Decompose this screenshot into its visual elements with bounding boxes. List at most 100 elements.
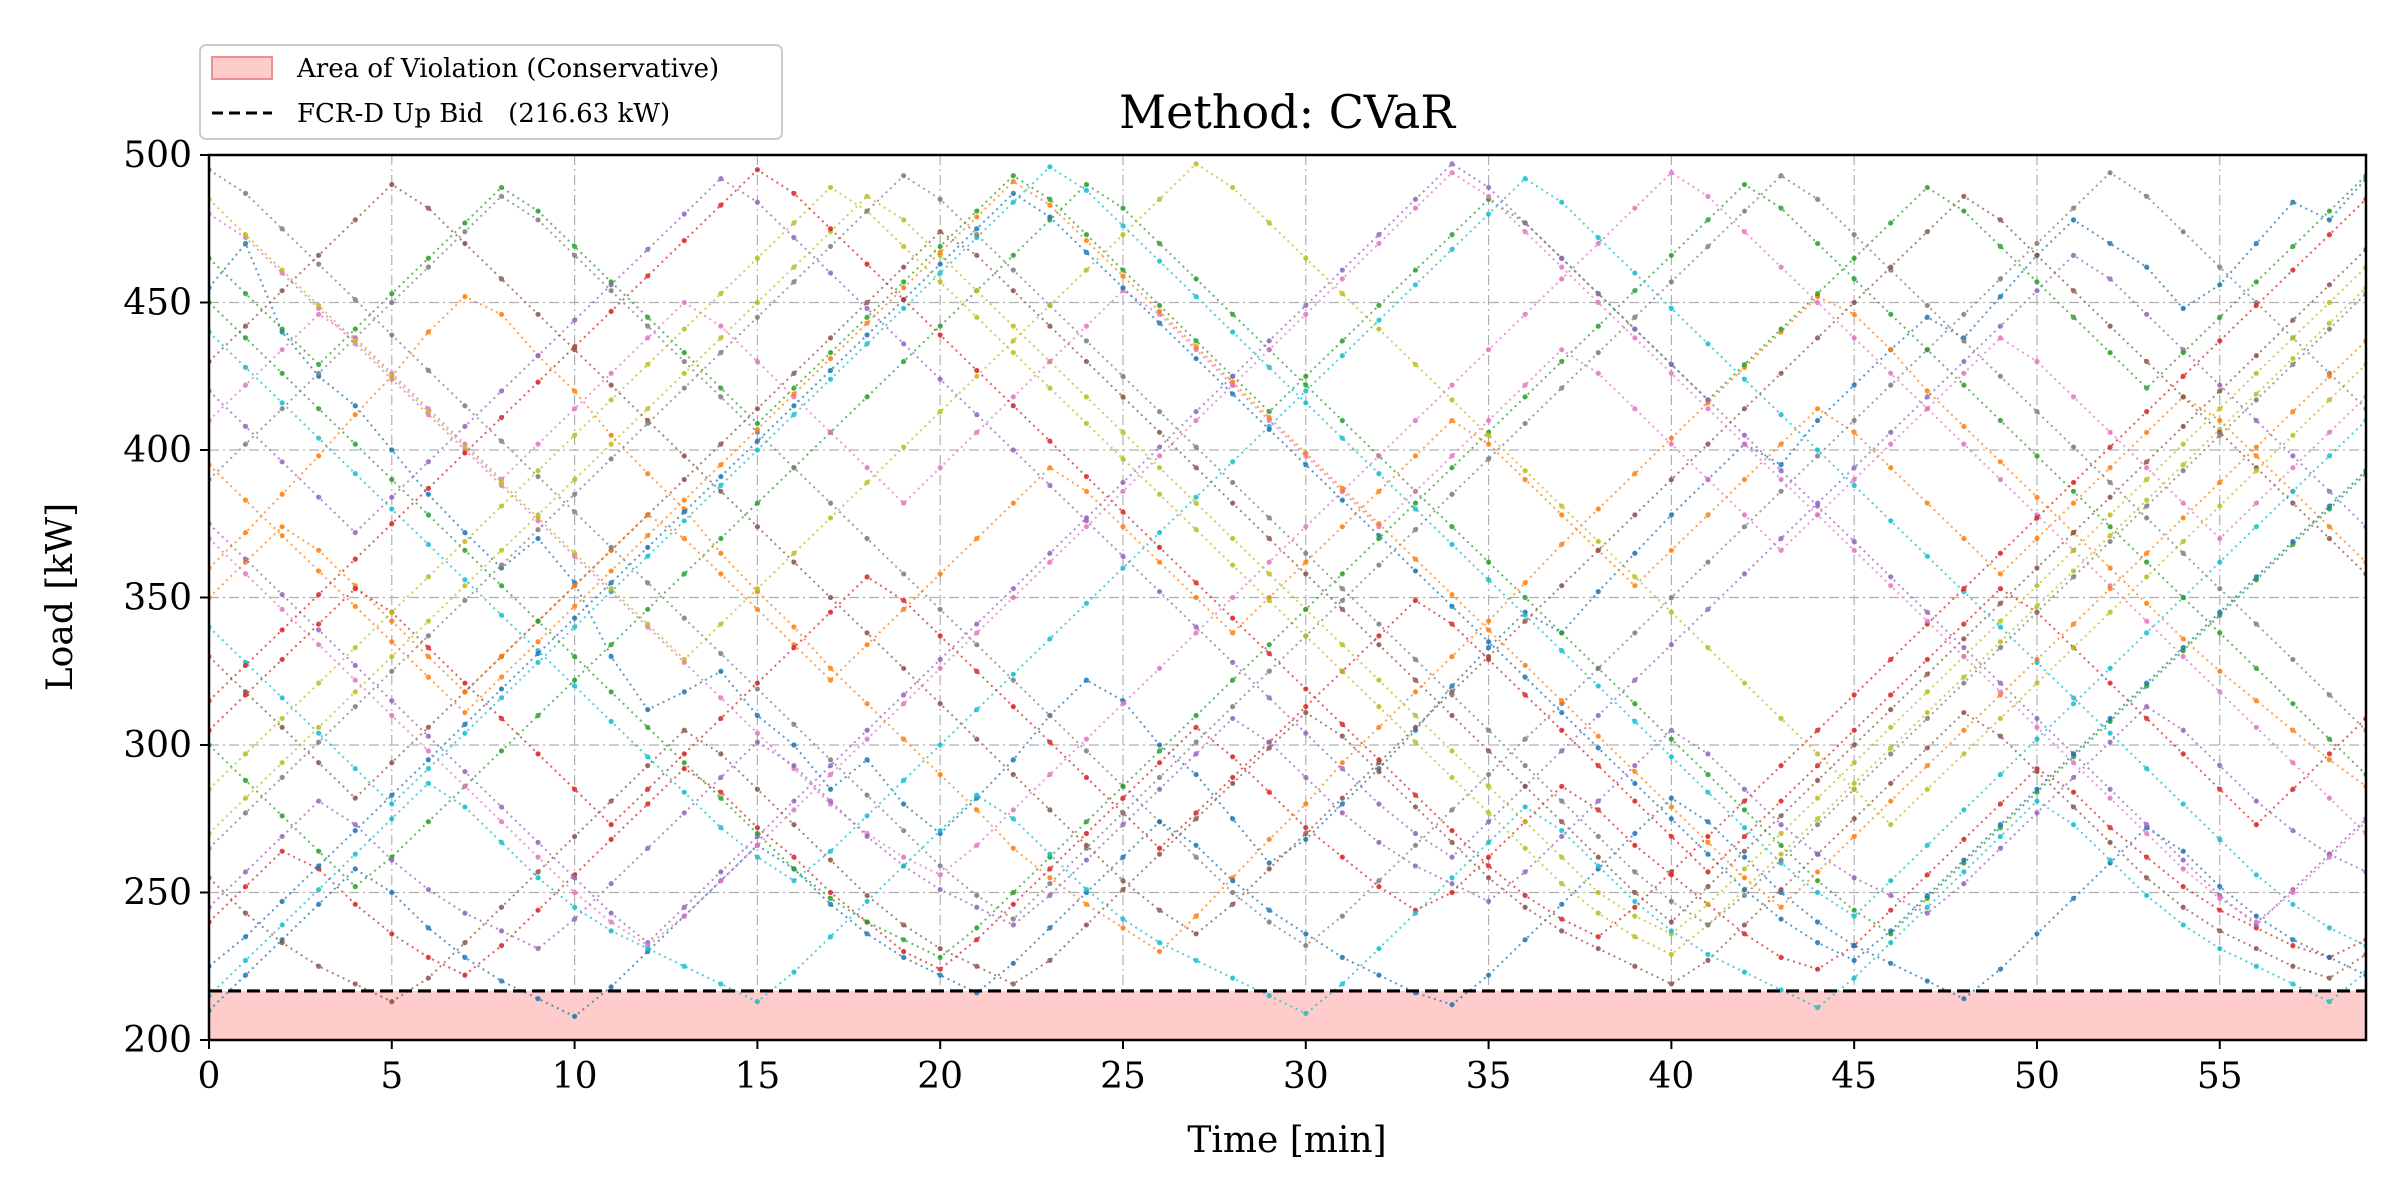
data-point: [1120, 854, 1126, 860]
data-point: [316, 863, 322, 869]
data-point: [2180, 500, 2186, 506]
data-point: [2180, 538, 2186, 545]
data-point: [1741, 798, 1748, 804]
data-point: [1156, 196, 1163, 202]
data-point: [1376, 642, 1382, 648]
data-point: [791, 969, 797, 975]
data-point: [1888, 707, 1894, 713]
data-point: [608, 432, 614, 438]
data-point: [1888, 370, 1894, 376]
data-point: [462, 450, 468, 456]
data-point: [608, 288, 614, 294]
data-point: [1193, 527, 1199, 533]
data-point: [2326, 954, 2333, 961]
data-point: [718, 462, 724, 468]
data-point: [1778, 822, 1784, 828]
data-point: [645, 335, 651, 341]
data-point: [1376, 471, 1382, 477]
data-point: [1961, 857, 1967, 863]
data-point: [1632, 583, 1638, 589]
series-line: [209, 192, 2366, 968]
data-point: [1668, 804, 1674, 810]
data-point: [1924, 229, 1930, 235]
data-point: [608, 836, 614, 843]
data-point: [1632, 718, 1638, 725]
data-point: [1997, 624, 2004, 630]
data-point: [901, 701, 907, 707]
data-point: [1047, 892, 1053, 899]
data-point: [1010, 252, 1016, 258]
data-point: [1595, 665, 1601, 671]
data-point: [2290, 199, 2296, 205]
data-point: [1924, 500, 1930, 506]
data-point: [901, 444, 907, 450]
data-point: [1193, 931, 1199, 937]
data-point: [1193, 465, 1199, 471]
data-point: [1303, 825, 1309, 831]
data-point: [571, 476, 578, 483]
data-point: [425, 733, 431, 739]
data-point: [718, 385, 724, 391]
data-point: [1485, 456, 1492, 462]
data-point: [462, 954, 468, 961]
data-point: [1961, 836, 1967, 843]
data-point: [1485, 875, 1492, 881]
data-point: [498, 503, 505, 509]
data-point: [1997, 845, 2004, 851]
data-point: [1449, 827, 1455, 834]
data-point: [279, 627, 285, 633]
data-point: [1010, 350, 1016, 356]
data-point: [498, 943, 505, 949]
data-point: [645, 786, 651, 792]
data-point: [974, 892, 980, 899]
series-line: [209, 180, 2366, 909]
data-point: [1230, 184, 1236, 191]
data-point: [2107, 739, 2113, 745]
data-point: [1888, 822, 1894, 828]
data-point: [1303, 1010, 1309, 1017]
data-point: [279, 940, 285, 946]
data-point: [389, 801, 395, 807]
data-point: [316, 547, 322, 553]
data-point: [1303, 559, 1309, 565]
data-point: [1449, 246, 1455, 252]
data-point: [1778, 842, 1784, 848]
data-point: [1632, 768, 1638, 775]
data-point: [425, 954, 431, 961]
data-point: [1741, 854, 1748, 860]
data-point: [571, 677, 578, 683]
data-point: [937, 196, 943, 202]
data-point: [718, 650, 724, 657]
data-point: [389, 698, 395, 704]
data-point: [1266, 414, 1272, 421]
data-point: [681, 571, 687, 577]
y-tick-label: 450: [123, 283, 192, 324]
data-point: [1010, 671, 1016, 677]
data-point: [2326, 975, 2333, 981]
data-point: [1668, 370, 1674, 376]
series-30: [209, 780, 2366, 1017]
data-point: [1193, 854, 1199, 860]
series-line: [209, 177, 2366, 947]
data-point: [279, 370, 285, 376]
data-point: [974, 707, 980, 713]
data-point: [2290, 981, 2296, 987]
series-5: [209, 176, 2366, 860]
data-point: [2144, 358, 2150, 365]
data-point: [1010, 845, 1016, 851]
data-point: [645, 532, 651, 539]
data-point: [2180, 423, 2186, 429]
data-point: [937, 270, 943, 276]
data-point: [1156, 240, 1163, 247]
data-point: [1412, 568, 1419, 574]
data-point: [2034, 535, 2040, 542]
data-point: [2034, 565, 2040, 571]
data-point: [864, 630, 870, 636]
data-point: [645, 512, 651, 518]
data-point: [1266, 642, 1272, 648]
data-point: [1266, 515, 1272, 521]
data-point: [1815, 299, 1821, 306]
data-point: [718, 621, 724, 627]
data-point: [1741, 866, 1748, 872]
